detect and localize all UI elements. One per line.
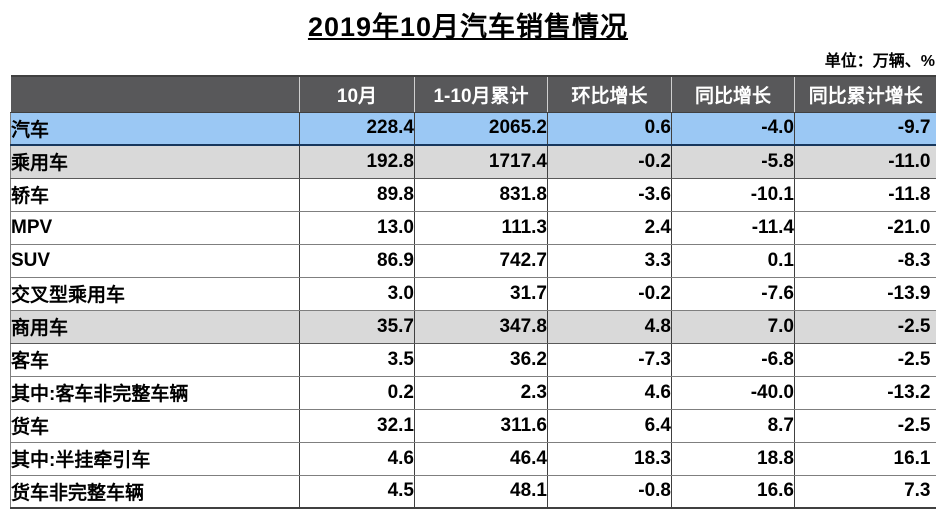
row-label: 汽车: [10, 112, 300, 146]
row-label: 商用车: [10, 310, 300, 344]
value-cell: 35.7: [299, 310, 415, 344]
row-label: 客车: [10, 343, 300, 377]
value-cell: -11.4: [671, 211, 795, 245]
value-cell: 0.1: [671, 244, 795, 278]
table-row: 货车 32.1 311.6 6.4 8.7 -2.5: [10, 409, 936, 443]
value-cell: -21.0: [794, 211, 936, 245]
value-cell: 347.8: [414, 310, 548, 344]
table-row: 汽车 228.4 2065.2 0.6 -4.0 -9.7: [10, 112, 936, 146]
row-label: SUV: [10, 244, 300, 278]
value-cell: 192.8: [299, 145, 415, 179]
value-cell: -11.0: [794, 145, 936, 179]
value-cell: 311.6: [414, 409, 548, 443]
sales-table: 10月 1-10月累计 环比增长 同比增长 同比累计增长 汽车 228.4 2065.2 0.…: [10, 75, 936, 509]
value-cell: -5.8: [671, 145, 795, 179]
table-row: SUV 86.9 742.7 3.3 0.1 -8.3: [10, 244, 936, 278]
row-label: 货车: [10, 409, 300, 443]
value-cell: 742.7: [414, 244, 548, 278]
table-row: 货车非完整车辆 4.5 48.1 -0.8 16.6 7.3: [10, 475, 936, 509]
table-row: 客车 3.5 36.2 -7.3 -6.8 -2.5: [10, 343, 936, 377]
value-cell: 3.0: [299, 277, 415, 311]
table-row: 交叉型乘用车 3.0 31.7 -0.2 -7.6 -13.9: [10, 277, 936, 311]
value-cell: 86.9: [299, 244, 415, 278]
value-cell: 8.7: [671, 409, 795, 443]
value-cell: 4.8: [547, 310, 672, 344]
value-cell: 16.6: [671, 475, 795, 509]
unit-note: 单位：万辆、%: [824, 53, 935, 70]
value-cell: -7.6: [671, 277, 795, 311]
value-cell: -7.3: [547, 343, 672, 377]
value-cell: -40.0: [671, 376, 795, 410]
header-cell: 环比增长: [547, 75, 672, 113]
value-cell: 18.8: [671, 442, 795, 476]
value-cell: 32.1: [299, 409, 415, 443]
value-cell: 831.8: [414, 178, 548, 212]
value-cell: -9.7: [794, 112, 936, 146]
value-cell: 7.3: [794, 475, 936, 509]
value-cell: -2.5: [794, 343, 936, 377]
value-cell: 48.1: [414, 475, 548, 509]
value-cell: 13.0: [299, 211, 415, 245]
header-cell: 同比累计增长: [794, 75, 936, 113]
value-cell: 36.2: [414, 343, 548, 377]
value-cell: 3.5: [299, 343, 415, 377]
value-cell: -8.3: [794, 244, 936, 278]
value-cell: -10.1: [671, 178, 795, 212]
value-cell: 0.2: [299, 376, 415, 410]
value-cell: -2.5: [794, 409, 936, 443]
value-cell: 7.0: [671, 310, 795, 344]
row-label: 乘用车: [10, 145, 300, 179]
value-cell: 3.3: [547, 244, 672, 278]
row-label: 其中:客车非完整车辆: [10, 376, 300, 410]
table-row: MPV 13.0 111.3 2.4 -11.4 -21.0: [10, 211, 936, 245]
value-cell: 111.3: [414, 211, 548, 245]
value-cell: -3.6: [547, 178, 672, 212]
value-cell: 31.7: [414, 277, 548, 311]
table-row: 轿车 89.8 831.8 -3.6 -10.1 -11.8: [10, 178, 936, 212]
value-cell: -0.2: [547, 277, 672, 311]
value-cell: 1717.4: [414, 145, 548, 179]
value-cell: 2065.2: [414, 112, 548, 146]
header-cell: 同比增长: [671, 75, 795, 113]
row-label: MPV: [10, 211, 300, 245]
row-label: 交叉型乘用车: [10, 277, 300, 311]
value-cell: 4.5: [299, 475, 415, 509]
value-cell: 46.4: [414, 442, 548, 476]
table-row: 乘用车 192.8 1717.4 -0.2 -5.8 -11.0: [10, 145, 936, 179]
value-cell: 6.4: [547, 409, 672, 443]
value-cell: -0.8: [547, 475, 672, 509]
value-cell: 2.3: [414, 376, 548, 410]
row-label: 其中:半挂牵引车: [10, 442, 300, 476]
value-cell: 18.3: [547, 442, 672, 476]
value-cell: -13.9: [794, 277, 936, 311]
value-cell: 4.6: [547, 376, 672, 410]
table-header: 10月 1-10月累计 环比增长 同比增长 同比累计增长: [10, 75, 936, 113]
value-cell: 89.8: [299, 178, 415, 212]
value-cell: -4.0: [671, 112, 795, 146]
value-cell: -0.2: [547, 145, 672, 179]
page-title: 2019年10月汽车销售情况: [307, 12, 629, 42]
table-body: 汽车 228.4 2065.2 0.6 -4.0 -9.7 乘用车 192.8 1717.4 -0…: [10, 112, 936, 509]
header-cell-category: [10, 75, 300, 113]
value-cell: -11.8: [794, 178, 936, 212]
value-cell: 2.4: [547, 211, 672, 245]
row-label: 货车非完整车辆: [10, 475, 300, 509]
table-row: 其中:半挂牵引车 4.6 46.4 18.3 18.8 16.1: [10, 442, 936, 476]
header-cell: 1-10月累计: [414, 75, 548, 113]
value-cell: 4.6: [299, 442, 415, 476]
value-cell: -13.2: [794, 376, 936, 410]
value-cell: -6.8: [671, 343, 795, 377]
value-cell: 228.4: [299, 112, 415, 146]
table-row: 其中:客车非完整车辆 0.2 2.3 4.6 -40.0 -13.2: [10, 376, 936, 410]
header-row: 10月 1-10月累计 环比增长 同比增长 同比累计增长: [10, 75, 936, 113]
value-cell: 0.6: [547, 112, 672, 146]
value-cell: -2.5: [794, 310, 936, 344]
row-label: 轿车: [10, 178, 300, 212]
header-cell: 10月: [299, 75, 415, 113]
value-cell: 16.1: [794, 442, 936, 476]
table-row: 商用车 35.7 347.8 4.8 7.0 -2.5: [10, 310, 936, 344]
